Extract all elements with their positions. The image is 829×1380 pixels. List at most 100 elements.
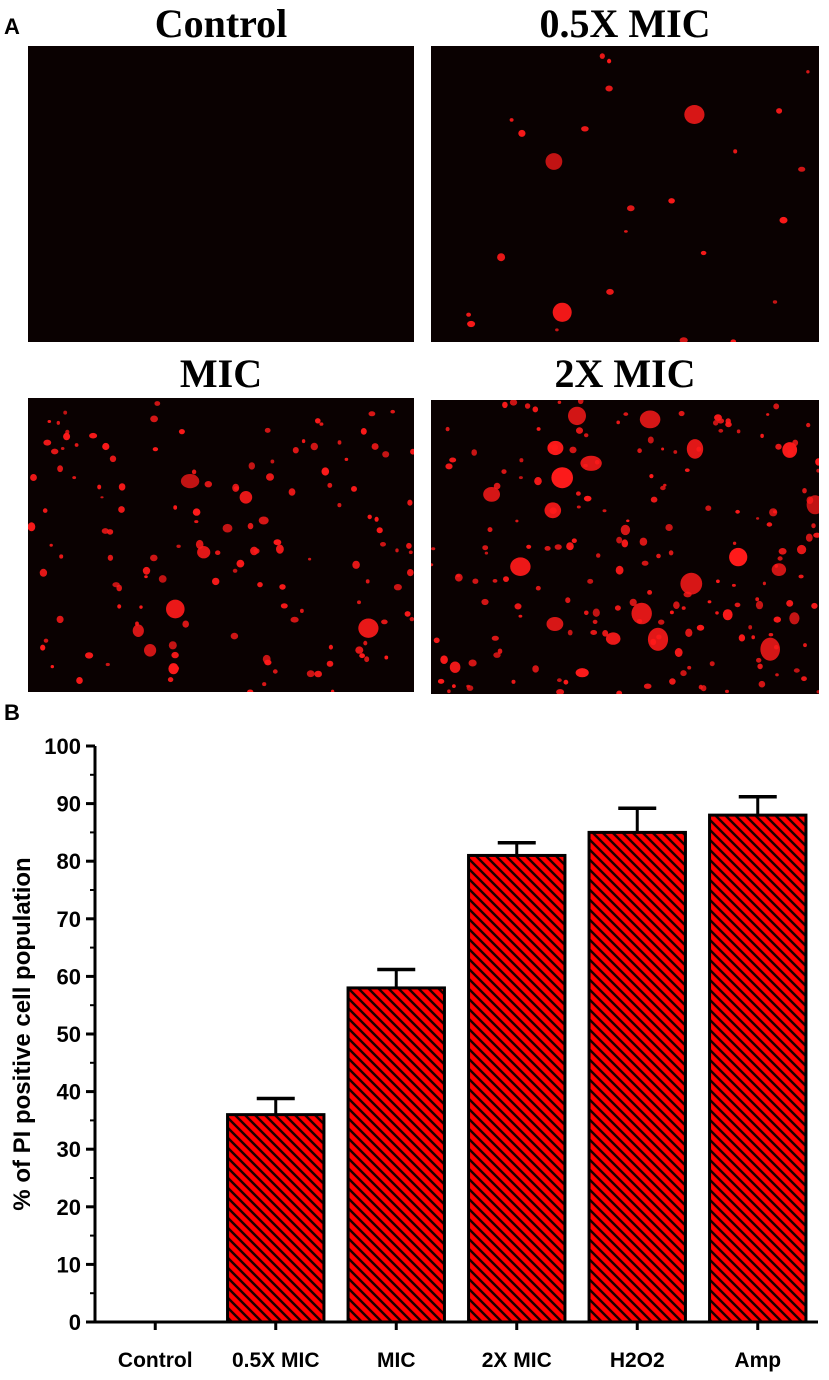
- stained-cell: [605, 85, 613, 92]
- stained-cell: [736, 429, 741, 434]
- stained-cell: [174, 666, 180, 671]
- stained-cell: [319, 422, 324, 426]
- stained-cell: [806, 422, 811, 428]
- stained-cell: [337, 440, 342, 445]
- stained-cell: [758, 680, 766, 688]
- stained-cell: [798, 166, 806, 172]
- stained-cell: [56, 615, 64, 624]
- stained-cell: [173, 505, 178, 510]
- stained-cell: [154, 401, 161, 406]
- stained-cell: [779, 216, 788, 224]
- stained-cell: [581, 126, 589, 132]
- stained-cell: [273, 539, 282, 546]
- stained-cell: [493, 652, 501, 658]
- stained-cell: [789, 612, 800, 625]
- stained-cell: [734, 602, 741, 608]
- stained-cell: [524, 403, 531, 409]
- stained-cell: [700, 250, 707, 256]
- stained-cell: [729, 547, 748, 567]
- stained-cell: [101, 528, 109, 534]
- y-tick-label: 0: [69, 1310, 81, 1335]
- stained-cell: [510, 557, 531, 576]
- stained-cell: [107, 554, 114, 561]
- stained-cell: [722, 609, 733, 621]
- bar-1: [226, 1113, 326, 1324]
- bar-3: [467, 853, 567, 1324]
- stained-cell: [678, 410, 685, 417]
- stained-cell: [776, 108, 783, 114]
- stained-cell: [57, 465, 63, 473]
- stained-cell: [639, 537, 648, 546]
- stained-cell: [497, 648, 503, 654]
- stained-cell: [647, 627, 669, 651]
- stained-cell: [144, 644, 157, 657]
- stained-cell: [801, 676, 807, 682]
- stained-cell: [684, 468, 690, 472]
- stained-cell: [696, 624, 705, 631]
- stained-cell: [668, 198, 675, 204]
- stained-cell: [301, 439, 306, 444]
- stained-cell: [266, 473, 274, 481]
- stained-cell: [555, 328, 559, 332]
- stained-cell: [592, 619, 598, 624]
- stained-cell: [484, 551, 489, 555]
- stained-cell: [515, 519, 519, 523]
- image-title-mic: MIC: [179, 351, 263, 396]
- stained-cell: [326, 660, 334, 667]
- stained-cell: [637, 448, 642, 454]
- image-title-control: Control: [154, 1, 288, 46]
- stained-cell: [616, 420, 620, 425]
- stained-cell: [308, 557, 312, 561]
- stained-cell: [482, 545, 489, 551]
- stained-cell: [590, 630, 598, 635]
- stained-cell: [47, 420, 52, 423]
- stained-cell: [72, 476, 77, 480]
- stained-cell: [607, 58, 612, 64]
- stained-cell: [139, 605, 143, 609]
- stained-cell: [769, 508, 778, 517]
- stained-cell: [328, 644, 333, 650]
- stained-cell: [787, 449, 794, 457]
- stained-cell: [762, 581, 766, 586]
- stained-cell: [556, 689, 565, 694]
- stained-cell: [732, 541, 737, 545]
- stained-cell: [306, 670, 315, 678]
- stained-cell: [178, 429, 185, 435]
- stained-cell: [705, 505, 712, 511]
- stained-cell: [551, 444, 559, 451]
- stained-cell: [587, 578, 594, 584]
- stained-cell: [680, 572, 703, 595]
- stained-cell: [775, 443, 782, 450]
- stained-cell: [406, 542, 412, 549]
- stained-cell: [576, 491, 581, 496]
- stained-cell: [546, 617, 564, 631]
- stained-cell: [738, 634, 746, 642]
- stained-cell: [803, 643, 807, 648]
- stained-cell: [680, 670, 687, 677]
- stained-cell: [557, 678, 562, 683]
- stained-cell: [519, 458, 524, 463]
- micrograph-control-canvas: [28, 46, 414, 342]
- stained-cell: [681, 606, 686, 610]
- stained-cell: [158, 575, 167, 583]
- stained-cell: [615, 565, 624, 575]
- stained-cell: [725, 689, 729, 694]
- stained-cell: [518, 129, 526, 137]
- stained-cell: [748, 625, 753, 630]
- stained-cell: [168, 663, 179, 675]
- stained-cell: [292, 447, 299, 454]
- stained-cell: [97, 484, 102, 490]
- x-tick-label: Control: [118, 1349, 193, 1372]
- stained-cell: [497, 253, 506, 262]
- stained-cell: [493, 482, 501, 490]
- stained-cell: [410, 448, 414, 455]
- stained-cell: [668, 550, 674, 556]
- stained-cell: [571, 538, 577, 543]
- stained-cell: [247, 689, 254, 692]
- stained-cell: [264, 427, 271, 433]
- stained-cell: [56, 420, 60, 425]
- stained-cell: [310, 442, 318, 451]
- stained-cell: [76, 677, 83, 684]
- stained-cell: [374, 516, 379, 522]
- stained-cell: [621, 539, 629, 548]
